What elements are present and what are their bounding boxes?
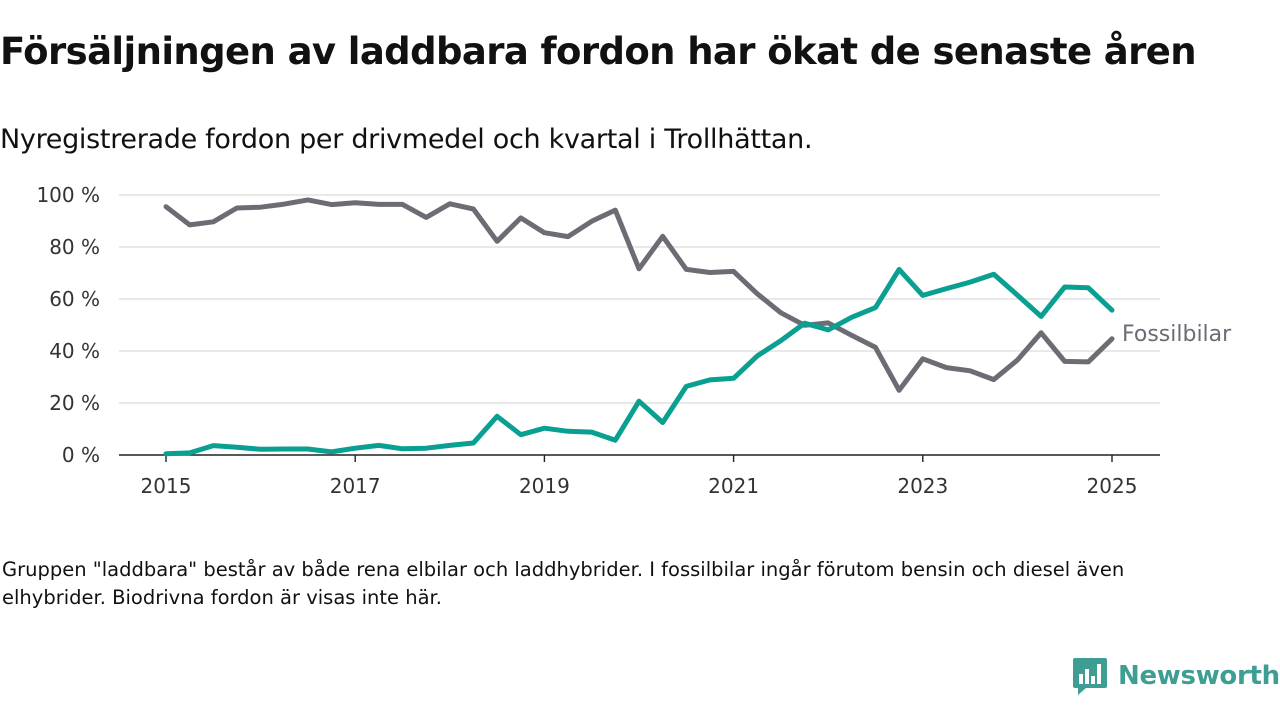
- series-line-series-2: [163, 266, 1115, 457]
- x-tick-label: 2015: [141, 474, 192, 498]
- footnote: Gruppen "laddbara" består av både rena e…: [2, 558, 1125, 609]
- x-axis: 2015 2017 2019 2021 2023 2025: [119, 454, 1160, 498]
- x-tick-label: 2023: [897, 474, 948, 498]
- y-tick-label: 0 %: [62, 443, 100, 467]
- brand-logo: Newsworthy: [1072, 655, 1280, 697]
- y-tick-label: 80 %: [49, 235, 100, 259]
- y-axis-tick-labels: 0 % 20 % 40 % 60 % 80 % 100 %: [36, 183, 100, 467]
- newsworthy-chart-logo-icon: [1073, 658, 1107, 695]
- series-lines: [163, 197, 1115, 457]
- line-chart: 0 % 20 % 40 % 60 % 80 % 100 % 2015 2017 2019 202…: [36, 183, 1232, 498]
- y-tick-label: 20 %: [49, 391, 100, 415]
- x-tick-label: 2021: [708, 474, 759, 498]
- brand-name: Newsworthy: [1118, 661, 1280, 691]
- x-tick-label: 2017: [330, 474, 381, 498]
- series-labels: Fossilbilar: [1122, 322, 1232, 347]
- series-label: Fossilbilar: [1122, 322, 1232, 347]
- x-tick-label: 2019: [519, 474, 570, 498]
- series-line-fossilbilar: [163, 197, 1115, 393]
- chart-title: Försäljningen av laddbara fordon har öka…: [0, 30, 1197, 73]
- y-tick-label: 40 %: [49, 339, 100, 363]
- y-tick-label: 60 %: [49, 287, 100, 311]
- y-tick-label: 100 %: [36, 183, 100, 207]
- chart-subtitle: Nyregistrerade fordon per drivmedel och …: [0, 124, 813, 155]
- x-tick-label: 2025: [1087, 474, 1138, 498]
